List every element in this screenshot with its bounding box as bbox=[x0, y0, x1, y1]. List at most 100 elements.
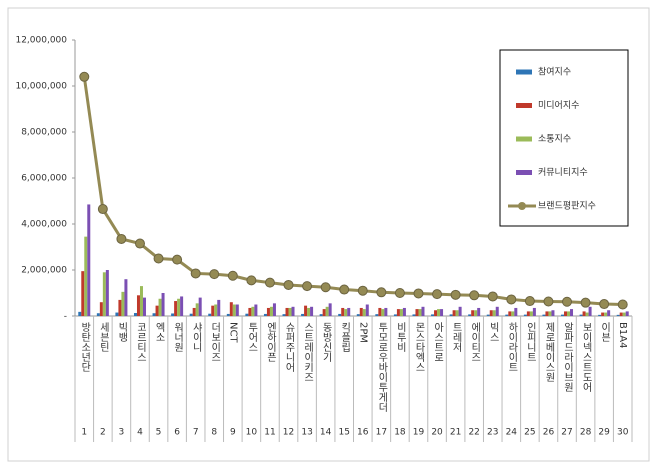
line-marker bbox=[580, 297, 591, 308]
bar bbox=[570, 309, 574, 316]
bar bbox=[356, 314, 360, 316]
bar bbox=[455, 310, 459, 316]
bar bbox=[189, 313, 193, 316]
x-rank-label: 14 bbox=[320, 428, 332, 438]
x-rank-label: 17 bbox=[376, 428, 387, 438]
x-rank-label: 29 bbox=[598, 428, 610, 438]
bar bbox=[449, 314, 453, 316]
x-rank-label: 7 bbox=[193, 428, 199, 438]
y-tick-label: 8,000,000 bbox=[21, 128, 67, 138]
line-marker bbox=[524, 296, 535, 307]
line-marker bbox=[506, 294, 517, 305]
x-tick-label: 트레저 bbox=[450, 322, 462, 353]
bar bbox=[288, 307, 292, 316]
bar bbox=[344, 309, 348, 316]
bar bbox=[155, 305, 159, 316]
x-tick-label: 비투비 bbox=[394, 322, 406, 353]
x-rank-label: 5 bbox=[156, 428, 162, 438]
bar bbox=[529, 311, 533, 316]
bar bbox=[285, 307, 289, 316]
bar bbox=[418, 309, 422, 316]
bar bbox=[263, 313, 267, 316]
x-rank-label: 8 bbox=[211, 428, 217, 438]
x-rank-label: 16 bbox=[357, 428, 369, 438]
bar bbox=[347, 307, 351, 316]
bar bbox=[440, 309, 444, 316]
bar bbox=[362, 309, 366, 316]
line-marker bbox=[562, 296, 573, 307]
x-rank-label: 10 bbox=[246, 428, 258, 438]
bar bbox=[579, 314, 583, 316]
bar bbox=[269, 306, 273, 316]
bar bbox=[452, 310, 456, 316]
x-rank-label: 15 bbox=[338, 428, 349, 438]
x-tick-label: 몬스타엑스 bbox=[413, 322, 425, 372]
bar bbox=[235, 304, 239, 316]
legend-label: 커뮤니티지수 bbox=[538, 167, 588, 178]
legend-label: 브랜드평판지수 bbox=[538, 201, 596, 212]
bar bbox=[198, 297, 202, 316]
bar bbox=[375, 314, 379, 316]
bar bbox=[310, 306, 314, 316]
bar bbox=[359, 307, 363, 316]
x-tick-label: 세븐틴 bbox=[97, 322, 109, 352]
line-marker bbox=[320, 282, 331, 293]
x-rank-label: 28 bbox=[580, 428, 592, 438]
bar bbox=[180, 296, 184, 316]
x-tick-label: 더보이즈 bbox=[209, 322, 221, 362]
legend-swatch bbox=[518, 202, 526, 210]
bar bbox=[115, 312, 119, 316]
bar bbox=[431, 314, 435, 316]
bar bbox=[99, 302, 103, 316]
bar bbox=[304, 305, 308, 316]
bar bbox=[133, 313, 137, 316]
bar bbox=[254, 304, 258, 316]
bar bbox=[607, 310, 611, 316]
line-marker bbox=[227, 270, 238, 281]
x-tick-label: 스트레이키즈 bbox=[302, 322, 314, 382]
x-tick-label: 보이넥스트도어 bbox=[580, 322, 592, 393]
line-marker bbox=[116, 233, 127, 244]
line-marker bbox=[172, 254, 183, 265]
bar bbox=[471, 310, 475, 316]
bar bbox=[232, 304, 236, 316]
bar bbox=[393, 314, 397, 316]
x-tick-label: 인피니트 bbox=[524, 322, 536, 362]
line-marker bbox=[283, 279, 294, 290]
x-rank-label: 21 bbox=[450, 428, 461, 438]
x-rank-label: 4 bbox=[137, 428, 143, 438]
bar bbox=[226, 313, 230, 316]
x-tick-label: 알파드라이브원 bbox=[562, 322, 574, 392]
bar bbox=[158, 298, 162, 316]
bar bbox=[291, 306, 295, 316]
bar bbox=[468, 314, 472, 316]
x-rank-label: 18 bbox=[394, 428, 406, 438]
legend-swatch bbox=[516, 103, 532, 108]
x-rank-label: 23 bbox=[487, 428, 498, 438]
x-rank-label: 26 bbox=[543, 428, 555, 438]
x-tick-label: 엔하이픈 bbox=[264, 322, 276, 362]
x-tick-label: B1A4 bbox=[617, 322, 628, 348]
x-tick-label: 에이티즈 bbox=[469, 322, 481, 362]
bar bbox=[96, 313, 100, 316]
line-marker bbox=[264, 277, 275, 288]
bar bbox=[161, 293, 165, 316]
x-tick-label: 동방신기 bbox=[320, 322, 332, 363]
line-marker bbox=[153, 253, 164, 264]
bar bbox=[523, 314, 527, 316]
bar bbox=[567, 311, 571, 316]
bar bbox=[526, 311, 530, 316]
bar bbox=[105, 270, 109, 316]
legend-swatch bbox=[516, 69, 532, 75]
x-tick-label: 빅스 bbox=[487, 322, 499, 342]
y-tick-label: 10,000,000 bbox=[15, 82, 67, 92]
bar bbox=[102, 272, 106, 316]
bar bbox=[121, 291, 125, 316]
line-marker bbox=[413, 288, 424, 299]
x-rank-label: 27 bbox=[561, 428, 572, 438]
legend-swatch bbox=[516, 136, 532, 142]
bar bbox=[508, 311, 512, 316]
x-tick-label: 투어스 bbox=[246, 322, 258, 352]
